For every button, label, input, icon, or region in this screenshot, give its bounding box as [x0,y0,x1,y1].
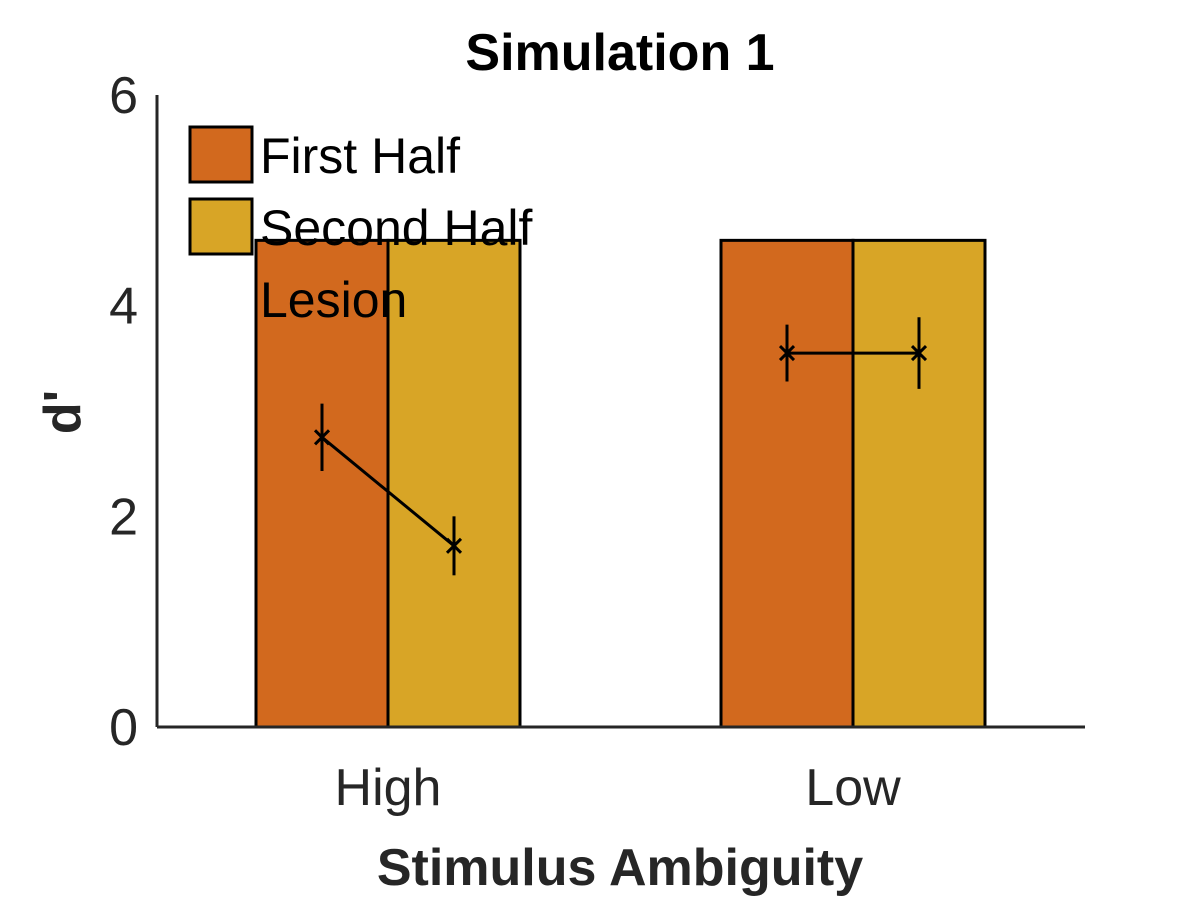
legend-label-second-half: Second Half [260,200,532,256]
lesion-group [313,317,928,576]
x-ticks: High Low [335,759,902,817]
bar-low-second-half [851,238,987,729]
legend-label-lesion: Lesion [260,272,407,328]
y-ticks: 0 2 4 6 [109,67,138,757]
lesion-marker-high-0 [313,429,331,446]
lesion-marker-low-1 [910,345,928,362]
bar-high-first-half [254,238,390,729]
legend-label-first-half: First Half [260,128,460,184]
y-tick-label-4: 4 [109,278,138,336]
lesion-marker-high-1 [445,537,463,554]
y-tick-label-2: 2 [109,488,138,546]
chart-title: Simulation 1 [465,24,774,82]
y-tick-label-6: 6 [109,67,138,125]
bars-group [254,238,987,729]
x-tick-label-high: High [335,759,442,817]
y-axis-label: d' [34,390,92,434]
x-axis-label: Stimulus Ambiguity [377,839,863,897]
lesion-marker-low-0 [778,345,796,362]
legend-swatch-second-half [188,197,254,256]
legend: First Half Second Half Lesion [188,125,532,328]
bar-high-second-half [386,238,522,729]
lesion-line-high [321,436,455,547]
y-tick-label-0: 0 [109,699,138,757]
bar-low-first-half [719,238,855,729]
x-tick-label-low: Low [805,759,901,817]
axes [155,95,1085,729]
legend-swatch-first-half [188,125,254,184]
